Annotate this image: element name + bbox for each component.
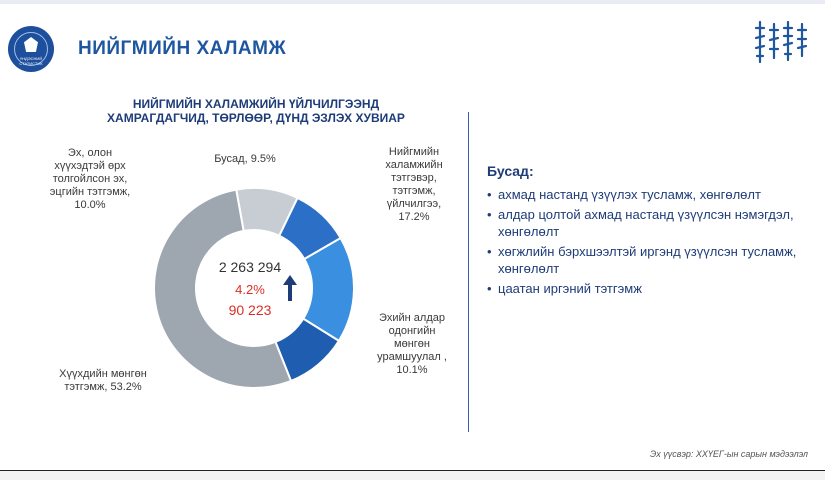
emblem-icon [24,37,38,52]
list-item: алдар цолтой ахмад настанд үзүүлсэн нэмэ… [487,206,807,240]
logo-ring [14,32,48,66]
other-title: Бусад: [487,163,534,179]
label-other-name: Бусад, [214,153,248,165]
label-welfare-name: Нийгмийн халамжийн тэтгэвэр, тэтгэмж, үй… [385,146,443,210]
donut-slice [277,196,342,261]
list-item: хөгжлийн бэрхшээлтэй иргэнд үзүүлсэн тус… [487,243,807,277]
center-change-pct: 4.2% [235,282,265,297]
list-item: цаатан иргэний тэтгэмж [487,280,807,297]
statistics-logo: ҮНДЭСНИЙ СТАТИСТИК [8,26,54,72]
list-item: ахмад настанд үзүүлэх тусламж, хөнгөлөлт [487,186,807,203]
label-welfare-value: 17.2% [398,211,430,223]
label-other-value: 9.5% [250,153,276,165]
center-total: 2 263 294 [218,259,282,275]
label-mother-award: Эхийн алдар одонгийн мөнгөн урамшуулал ,… [372,312,452,377]
bottom-line [0,470,825,471]
donut-slice [153,188,293,389]
page-title: НИЙГМИЙН ХАЛАМЖ [78,38,287,59]
label-child-money-name: Хүүхдийн мөнгөн тэтгэмж, [59,368,147,393]
center-change-abs: 90 223 [228,302,272,318]
label-welfare: Нийгмийн халамжийн тэтгэвэр, тэтгэмж, үй… [372,146,456,224]
divider [468,112,469,432]
bottom-bar [0,470,825,480]
label-single-parent-name: Эх, олон хүүхэдтэй өрх толгойлсон эх, эц… [49,147,131,198]
label-other: Бусад, 9.5% [195,153,295,166]
label-child-money-value: 53.2% [110,381,142,393]
logo-text: ҮНДЭСНИЙ СТАТИСТИК [19,56,43,66]
other-list: ахмад настанд үзүүлэх тусламж, хөнгөлөлт… [487,186,807,300]
label-single-parent: Эх, олон хүүхэдтэй өрх толгойлсон эх, эц… [46,147,134,212]
label-child-money: Хүүхдийн мөнгөн тэтгэмж, 53.2% [58,368,148,394]
arrow-up-icon [283,275,297,301]
mongolian-script-icon [754,20,808,64]
label-single-parent-value: 10.0% [74,199,106,211]
label-mother-award-name: Эхийн алдар одонгийн мөнгөн урамшуулал [377,312,446,363]
label-mother-award-value: , 10.1% [396,351,447,376]
top-bar [0,0,825,4]
chart-title: НИЙГМИЙН ХАЛАМЖИЙН ҮЙЛЧИЛГЭЭНД ХАМРАГДАГ… [107,97,405,125]
source-note: Эх үүсвэр: ХХҮЕГ-ын сарын мэдээлэл [650,449,808,459]
